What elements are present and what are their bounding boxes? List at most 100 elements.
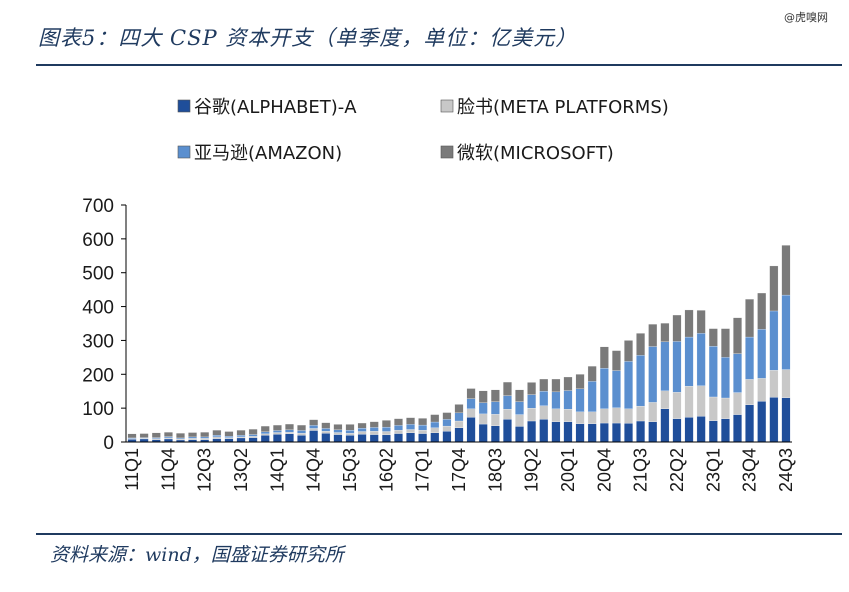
bar-segment <box>551 408 561 422</box>
chart-title: 图表5：四大 CSP 资本开支（单季度，单位：亿美元） <box>38 26 578 50</box>
x-tick-label: 16Q2 <box>376 448 396 492</box>
bar-segment <box>696 310 706 334</box>
bar-segment <box>466 417 476 443</box>
bar-segment <box>406 429 415 433</box>
bar-segment <box>733 392 742 415</box>
bar-segment <box>297 435 306 443</box>
bar-segment <box>575 411 585 424</box>
bar-segment <box>660 390 670 409</box>
bar-segment <box>672 418 682 443</box>
bar-segment <box>406 417 415 425</box>
bar-segment <box>381 426 391 432</box>
bar-segment <box>478 402 488 415</box>
bar-segment <box>539 405 549 420</box>
bar-segment <box>164 436 173 439</box>
bar-segment <box>648 346 658 403</box>
bar-segment <box>248 429 258 435</box>
bar-segment <box>212 436 222 439</box>
bar-segment <box>660 341 670 392</box>
bar-segment <box>539 391 549 406</box>
bar-segment <box>684 417 694 443</box>
bar-segment <box>394 433 403 443</box>
bar-segment <box>490 414 500 426</box>
bar-segment <box>708 396 718 421</box>
bar-segment <box>442 425 452 432</box>
bar-segment <box>757 292 767 330</box>
bar-segment <box>745 404 754 443</box>
bar-segment <box>648 421 658 443</box>
x-tick-label: 24Q3 <box>776 448 796 492</box>
bar-segment <box>563 409 573 422</box>
bar-segment <box>466 408 476 418</box>
bar-segment <box>636 355 645 407</box>
bar-segment <box>575 423 585 443</box>
legend: 谷歌(ALPHABET)-A 脸书(META PLATFORMS) 亚马逊(AMAZ… <box>177 97 669 164</box>
bar-segment <box>745 298 754 338</box>
x-tick-label: 21Q3 <box>631 448 651 492</box>
bar-segment <box>466 388 476 399</box>
bar-segment <box>721 397 730 419</box>
bar-segment <box>224 438 234 443</box>
bar-segment <box>224 436 234 438</box>
bar-segment <box>248 434 258 437</box>
x-tick-label: 18Q3 <box>485 448 505 492</box>
legend-swatch <box>440 145 454 159</box>
bar-segment <box>212 438 222 443</box>
bar-segment <box>236 436 246 439</box>
bar-segment <box>757 329 767 379</box>
y-tick-label: 0 <box>103 433 114 454</box>
bar-segment <box>212 435 222 438</box>
bar-segment <box>454 412 464 422</box>
x-tick-label: 15Q3 <box>340 448 360 492</box>
bar-segment <box>599 408 609 424</box>
bar-segment <box>309 425 319 429</box>
bar-segment <box>260 435 270 443</box>
bar-segment <box>248 436 258 438</box>
bar-segment <box>394 430 403 434</box>
bar-segment <box>551 391 561 409</box>
bar-segment <box>333 432 343 435</box>
bar-segment <box>551 421 561 443</box>
bar-segment <box>127 433 137 439</box>
bar-segment <box>297 424 306 431</box>
bar-segment <box>721 328 730 358</box>
bar-segment <box>624 423 633 443</box>
bar-segment <box>454 420 464 428</box>
bar-segment <box>503 409 512 420</box>
bar-segment <box>224 431 234 437</box>
bar-segment <box>539 378 549 392</box>
bar-segment <box>648 402 658 422</box>
legend-swatch <box>440 99 454 113</box>
bar-segment <box>406 424 415 430</box>
bar-segment <box>612 407 621 424</box>
bar-segment <box>563 421 573 443</box>
bar-segment <box>381 420 391 428</box>
bar-segment <box>490 401 500 415</box>
bar-segment <box>369 427 379 432</box>
bar-segment <box>442 412 452 420</box>
bar-segment <box>539 419 549 443</box>
source-note: 资料来源：wind，国盛证券研究所 <box>50 544 344 566</box>
bar-segment <box>321 433 331 443</box>
bar-segment <box>297 430 306 434</box>
bar-segment <box>394 418 403 426</box>
bar-segment <box>333 429 343 433</box>
bar-segment <box>672 341 682 393</box>
bar-segment <box>151 437 161 439</box>
bar-segment <box>660 408 670 443</box>
bar-segment <box>285 433 294 443</box>
bar-segment <box>708 420 718 443</box>
bar-segment <box>418 424 428 431</box>
bar-segment <box>188 438 197 440</box>
bar-segment <box>285 432 294 434</box>
x-tick-label: 14Q1 <box>267 448 287 492</box>
bar-segment <box>696 385 706 417</box>
bar-segment <box>624 361 633 409</box>
bar-segment <box>515 426 524 443</box>
bar-segment <box>781 294 791 370</box>
bar-segment <box>527 382 537 395</box>
bar-segment <box>236 435 246 438</box>
bar-segment <box>321 431 331 434</box>
bar-segment <box>224 437 234 439</box>
